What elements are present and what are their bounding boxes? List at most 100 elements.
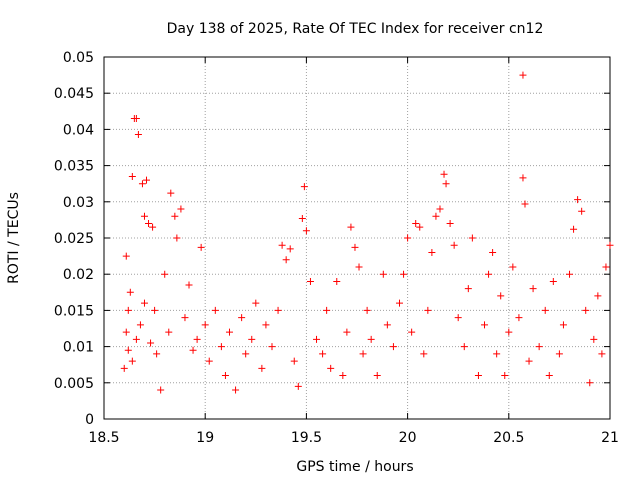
y-tick-label: 0.015 (54, 303, 94, 319)
data-point (167, 189, 175, 197)
data-point (252, 299, 260, 307)
y-tick-label: 0 (85, 412, 94, 428)
data-point (181, 314, 189, 322)
data-point (122, 252, 130, 260)
data-point (529, 285, 537, 293)
data-point (298, 214, 306, 222)
data-point (582, 306, 590, 314)
y-tick-label: 0.045 (54, 86, 94, 102)
y-tick-label: 0.04 (63, 122, 94, 138)
data-point (138, 180, 146, 188)
data-point (136, 321, 144, 329)
data-point (578, 207, 586, 215)
data-point (134, 130, 142, 138)
data-point (428, 248, 436, 256)
grid-lines (104, 57, 610, 419)
data-point (400, 270, 408, 278)
x-axis-label: GPS time / hours (296, 459, 413, 475)
data-point (515, 314, 523, 322)
data-point (436, 205, 444, 213)
data-point (232, 386, 240, 394)
data-point (525, 357, 533, 365)
data-point (509, 263, 517, 271)
data-point (120, 364, 128, 372)
data-point (412, 220, 420, 228)
x-tick-label: 21 (601, 430, 619, 446)
data-point (177, 205, 185, 213)
data-point (238, 314, 246, 322)
data-point (606, 241, 614, 249)
data-point (313, 335, 321, 343)
data-point (359, 350, 367, 358)
data-point (173, 234, 181, 242)
data-point (286, 245, 294, 253)
data-point (408, 328, 416, 336)
x-tick-label: 20.5 (493, 430, 524, 446)
axis-ticks (103, 56, 611, 420)
data-point (598, 350, 606, 358)
data-point (193, 335, 201, 343)
data-point (343, 328, 351, 336)
data-point (355, 263, 363, 271)
data-point (132, 335, 140, 343)
data-point (124, 306, 132, 314)
chart-title: Day 138 of 2025, Rate Of TEC Index for r… (167, 21, 544, 37)
data-point (302, 227, 310, 235)
data-point (225, 328, 233, 336)
data-point (404, 234, 412, 242)
data-point (446, 220, 454, 228)
data-point (153, 350, 161, 358)
data-point (258, 364, 266, 372)
data-point (248, 335, 256, 343)
x-tick-label: 19.5 (291, 430, 322, 446)
data-point (379, 270, 387, 278)
data-point (549, 277, 557, 285)
x-tick-label: 20 (399, 430, 417, 446)
x-tick-label: 19 (196, 430, 214, 446)
data-point (454, 314, 462, 322)
data-point (460, 343, 468, 351)
data-point (541, 306, 549, 314)
data-point (157, 386, 165, 394)
data-point (124, 346, 132, 354)
data-point (545, 372, 553, 380)
y-tick-label: 0.02 (63, 267, 94, 283)
data-point (559, 321, 567, 329)
data-point (306, 277, 314, 285)
x-tick-label: 18.5 (88, 430, 119, 446)
data-point (278, 241, 286, 249)
data-point (485, 270, 493, 278)
data-point (566, 270, 574, 278)
data-point (432, 212, 440, 220)
data-point (501, 372, 509, 380)
data-point (205, 357, 213, 365)
data-point (294, 382, 302, 390)
y-tick-label: 0.005 (54, 376, 94, 392)
data-point (140, 212, 148, 220)
data-point (351, 243, 359, 251)
data-point (468, 234, 476, 242)
data-point (440, 170, 448, 178)
data-point (594, 292, 602, 300)
data-point (450, 241, 458, 249)
data-point (373, 372, 381, 380)
y-tick-label: 0.03 (63, 195, 94, 211)
data-point (143, 176, 151, 184)
data-point (497, 292, 505, 300)
data-point (126, 288, 134, 296)
data-point (367, 335, 375, 343)
y-tick-label: 0.035 (54, 159, 94, 175)
data-point (339, 372, 347, 380)
data-point (290, 357, 298, 365)
data-point (464, 285, 472, 293)
data-point (147, 339, 155, 347)
data-point (574, 196, 582, 204)
data-point (493, 350, 501, 358)
data-point (197, 243, 205, 251)
data-point (151, 306, 159, 314)
y-tick-label: 0.05 (63, 50, 94, 66)
data-point (505, 328, 513, 336)
data-point (347, 223, 355, 231)
data-point (521, 200, 529, 208)
data-point (122, 328, 130, 336)
